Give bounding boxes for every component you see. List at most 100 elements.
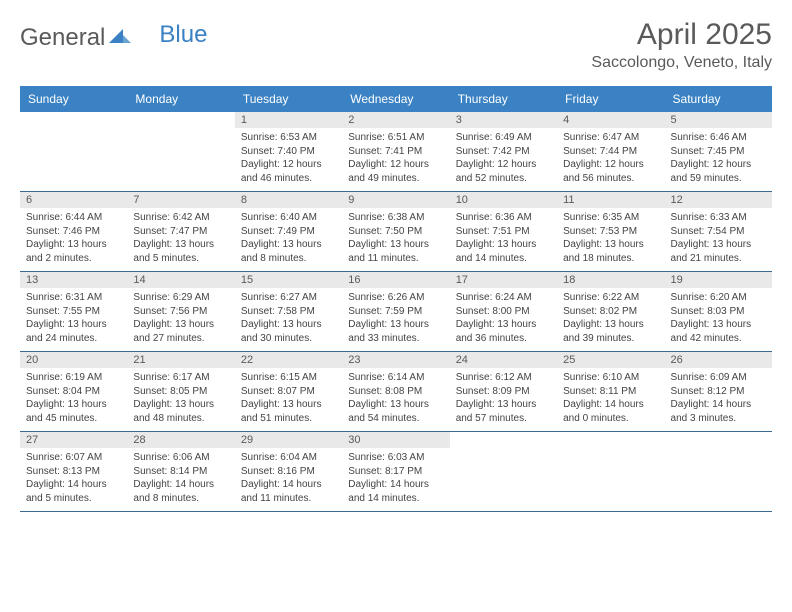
day-number: 11 [557, 192, 664, 208]
sunset-line: Sunset: 8:17 PM [348, 465, 443, 479]
daylight-line: Daylight: 13 hours and 36 minutes. [456, 318, 551, 345]
daylight-line: Daylight: 14 hours and 8 minutes. [133, 478, 228, 505]
weekday-label: Tuesday [235, 86, 342, 112]
day-number: 24 [450, 352, 557, 368]
brand-part1: General [20, 24, 105, 52]
sunrise-line: Sunrise: 6:03 AM [348, 451, 443, 465]
day-body: Sunrise: 6:31 AMSunset: 7:55 PMDaylight:… [20, 288, 127, 351]
day-cell: 27Sunrise: 6:07 AMSunset: 8:13 PMDayligh… [20, 432, 127, 511]
day-cell: 9Sunrise: 6:38 AMSunset: 7:50 PMDaylight… [342, 192, 449, 271]
day-cell: 19Sunrise: 6:20 AMSunset: 8:03 PMDayligh… [665, 272, 772, 351]
week-row: 1Sunrise: 6:53 AMSunset: 7:40 PMDaylight… [20, 112, 772, 192]
logo-triangle-icon [109, 24, 131, 52]
day-body: Sunrise: 6:35 AMSunset: 7:53 PMDaylight:… [557, 208, 664, 271]
day-body: Sunrise: 6:42 AMSunset: 7:47 PMDaylight:… [127, 208, 234, 271]
day-body: Sunrise: 6:24 AMSunset: 8:00 PMDaylight:… [450, 288, 557, 351]
day-number: 14 [127, 272, 234, 288]
day-body: Sunrise: 6:04 AMSunset: 8:16 PMDaylight:… [235, 448, 342, 511]
daylight-line: Daylight: 13 hours and 11 minutes. [348, 238, 443, 265]
sunrise-line: Sunrise: 6:46 AM [671, 131, 766, 145]
day-number: 27 [20, 432, 127, 448]
daylight-line: Daylight: 13 hours and 33 minutes. [348, 318, 443, 345]
day-cell: 10Sunrise: 6:36 AMSunset: 7:51 PMDayligh… [450, 192, 557, 271]
sunset-line: Sunset: 7:59 PM [348, 305, 443, 319]
week-row: 13Sunrise: 6:31 AMSunset: 7:55 PMDayligh… [20, 272, 772, 352]
day-cell: 28Sunrise: 6:06 AMSunset: 8:14 PMDayligh… [127, 432, 234, 511]
day-number: 3 [450, 112, 557, 128]
day-number: 19 [665, 272, 772, 288]
day-body: Sunrise: 6:14 AMSunset: 8:08 PMDaylight:… [342, 368, 449, 431]
sunset-line: Sunset: 7:58 PM [241, 305, 336, 319]
daylight-line: Daylight: 12 hours and 49 minutes. [348, 158, 443, 185]
sunset-line: Sunset: 8:02 PM [563, 305, 658, 319]
sunrise-line: Sunrise: 6:44 AM [26, 211, 121, 225]
sunrise-line: Sunrise: 6:51 AM [348, 131, 443, 145]
sunrise-line: Sunrise: 6:15 AM [241, 371, 336, 385]
day-cell: 16Sunrise: 6:26 AMSunset: 7:59 PMDayligh… [342, 272, 449, 351]
sunset-line: Sunset: 8:16 PM [241, 465, 336, 479]
day-body: Sunrise: 6:03 AMSunset: 8:17 PMDaylight:… [342, 448, 449, 511]
day-body: Sunrise: 6:53 AMSunset: 7:40 PMDaylight:… [235, 128, 342, 191]
weekday-label: Monday [127, 86, 234, 112]
sunrise-line: Sunrise: 6:17 AM [133, 371, 228, 385]
day-number: 12 [665, 192, 772, 208]
day-cell [127, 112, 234, 191]
sunset-line: Sunset: 7:55 PM [26, 305, 121, 319]
sunrise-line: Sunrise: 6:06 AM [133, 451, 228, 465]
sunrise-line: Sunrise: 6:14 AM [348, 371, 443, 385]
sunset-line: Sunset: 7:47 PM [133, 225, 228, 239]
sunset-line: Sunset: 7:54 PM [671, 225, 766, 239]
week-row: 6Sunrise: 6:44 AMSunset: 7:46 PMDaylight… [20, 192, 772, 272]
day-cell: 24Sunrise: 6:12 AMSunset: 8:09 PMDayligh… [450, 352, 557, 431]
daylight-line: Daylight: 13 hours and 48 minutes. [133, 398, 228, 425]
day-cell: 17Sunrise: 6:24 AMSunset: 8:00 PMDayligh… [450, 272, 557, 351]
daylight-line: Daylight: 13 hours and 18 minutes. [563, 238, 658, 265]
sunset-line: Sunset: 7:42 PM [456, 145, 551, 159]
day-cell: 5Sunrise: 6:46 AMSunset: 7:45 PMDaylight… [665, 112, 772, 191]
day-cell: 8Sunrise: 6:40 AMSunset: 7:49 PMDaylight… [235, 192, 342, 271]
location: Saccolongo, Veneto, Italy [591, 54, 772, 72]
day-cell: 30Sunrise: 6:03 AMSunset: 8:17 PMDayligh… [342, 432, 449, 511]
day-cell [557, 432, 664, 511]
day-number: 9 [342, 192, 449, 208]
weekday-label: Saturday [665, 86, 772, 112]
sunset-line: Sunset: 7:45 PM [671, 145, 766, 159]
month-title: April 2025 [591, 18, 772, 52]
daylight-line: Daylight: 12 hours and 46 minutes. [241, 158, 336, 185]
day-body: Sunrise: 6:44 AMSunset: 7:46 PMDaylight:… [20, 208, 127, 271]
sunset-line: Sunset: 7:49 PM [241, 225, 336, 239]
daylight-line: Daylight: 12 hours and 52 minutes. [456, 158, 551, 185]
sunrise-line: Sunrise: 6:24 AM [456, 291, 551, 305]
week-row: 27Sunrise: 6:07 AMSunset: 8:13 PMDayligh… [20, 432, 772, 512]
day-body: Sunrise: 6:10 AMSunset: 8:11 PMDaylight:… [557, 368, 664, 431]
day-body: Sunrise: 6:51 AMSunset: 7:41 PMDaylight:… [342, 128, 449, 191]
day-body: Sunrise: 6:47 AMSunset: 7:44 PMDaylight:… [557, 128, 664, 191]
weeks-container: 1Sunrise: 6:53 AMSunset: 7:40 PMDaylight… [20, 112, 772, 512]
sunrise-line: Sunrise: 6:07 AM [26, 451, 121, 465]
sunset-line: Sunset: 7:46 PM [26, 225, 121, 239]
sunrise-line: Sunrise: 6:33 AM [671, 211, 766, 225]
daylight-line: Daylight: 14 hours and 5 minutes. [26, 478, 121, 505]
day-body: Sunrise: 6:22 AMSunset: 8:02 PMDaylight:… [557, 288, 664, 351]
sunset-line: Sunset: 7:44 PM [563, 145, 658, 159]
daylight-line: Daylight: 13 hours and 5 minutes. [133, 238, 228, 265]
day-number: 16 [342, 272, 449, 288]
day-cell: 18Sunrise: 6:22 AMSunset: 8:02 PMDayligh… [557, 272, 664, 351]
weekday-label: Thursday [450, 86, 557, 112]
day-body: Sunrise: 6:29 AMSunset: 7:56 PMDaylight:… [127, 288, 234, 351]
brand-logo: General Blue [20, 18, 207, 52]
day-cell [450, 432, 557, 511]
weekday-label: Friday [557, 86, 664, 112]
day-number: 20 [20, 352, 127, 368]
day-body: Sunrise: 6:36 AMSunset: 7:51 PMDaylight:… [450, 208, 557, 271]
day-number: 30 [342, 432, 449, 448]
day-number: 17 [450, 272, 557, 288]
day-number: 23 [342, 352, 449, 368]
day-cell: 1Sunrise: 6:53 AMSunset: 7:40 PMDaylight… [235, 112, 342, 191]
sunrise-line: Sunrise: 6:49 AM [456, 131, 551, 145]
sunrise-line: Sunrise: 6:31 AM [26, 291, 121, 305]
day-body: Sunrise: 6:27 AMSunset: 7:58 PMDaylight:… [235, 288, 342, 351]
day-cell: 12Sunrise: 6:33 AMSunset: 7:54 PMDayligh… [665, 192, 772, 271]
day-cell: 20Sunrise: 6:19 AMSunset: 8:04 PMDayligh… [20, 352, 127, 431]
day-cell [665, 432, 772, 511]
